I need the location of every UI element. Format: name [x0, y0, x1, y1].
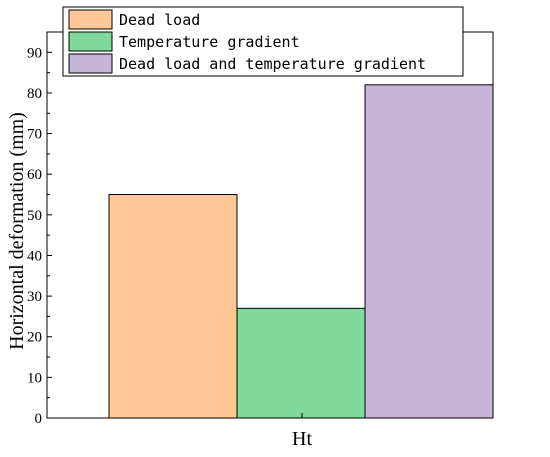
legend-swatch-2 — [68, 31, 113, 52]
y-axis-ticks: 0 10 20 30 40 50 60 70 80 90 — [27, 45, 52, 427]
y-tick-label: 10 — [27, 370, 42, 386]
legend-label-2: Temperature gradient — [119, 33, 300, 51]
y-tick-label: 80 — [27, 86, 42, 102]
x-tick-label: Ht — [292, 428, 312, 450]
legend-label-1: Dead load — [119, 11, 200, 29]
legend-label-3: Dead load and temperature gradient — [119, 55, 426, 73]
x-axis-ticks: Ht — [292, 413, 312, 450]
y-tick-label: 20 — [27, 330, 42, 346]
legend-swatch-3 — [68, 53, 113, 74]
y-tick-label: 0 — [35, 411, 43, 427]
y-tick-label: 60 — [27, 167, 42, 183]
y-tick-label: 30 — [27, 289, 42, 305]
legend-swatch-1 — [68, 9, 113, 30]
bar-3 — [364, 84, 494, 419]
bars — [108, 84, 494, 419]
y-axis-title: Horizontal deformation (mm) — [6, 112, 28, 350]
bar-1 — [108, 194, 238, 419]
y-tick-label: 90 — [27, 45, 42, 61]
legend-box — [62, 6, 464, 77]
y-tick-label: 50 — [27, 208, 42, 224]
y-tick-label: 40 — [27, 248, 42, 264]
bar-2 — [236, 307, 366, 419]
y-tick-label: 70 — [27, 127, 42, 143]
legend: Dead load Temperature gradient Dead load a… — [62, 6, 464, 77]
